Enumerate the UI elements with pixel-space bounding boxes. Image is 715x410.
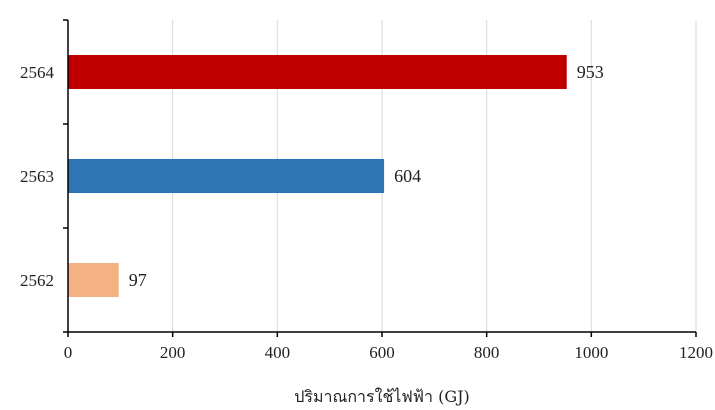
x-tick-label-1000: 1000 [574,343,608,362]
data-label-2562: 97 [129,270,147,290]
x-tick-label-1200: 1200 [679,343,713,362]
bar-2563 [68,159,385,193]
y-tick-labels: 2564 2563 2562 [20,63,55,290]
bar-2564 [68,55,567,89]
x-tick-label-800: 800 [474,343,500,362]
x-tick-label-400: 400 [265,343,291,362]
x-tick-label-200: 200 [160,343,186,362]
x-tick-labels: 0 200 400 600 800 1000 1200 [64,343,713,362]
y-tick-label-2564: 2564 [20,63,55,82]
data-labels: 953 604 97 [129,62,604,290]
y-tick-label-2563: 2563 [20,167,54,186]
y-tick-label-2562: 2562 [20,271,54,290]
data-label-2564: 953 [577,62,604,82]
bars [68,55,567,297]
axes [63,19,697,337]
bar-2562 [68,263,119,297]
x-tick-label-0: 0 [64,343,73,362]
x-tick-label-600: 600 [369,343,395,362]
x-axis-title: ปริมาณการใช้ไฟฟ้า (GJ) [294,387,470,406]
data-label-2563: 604 [394,166,421,186]
